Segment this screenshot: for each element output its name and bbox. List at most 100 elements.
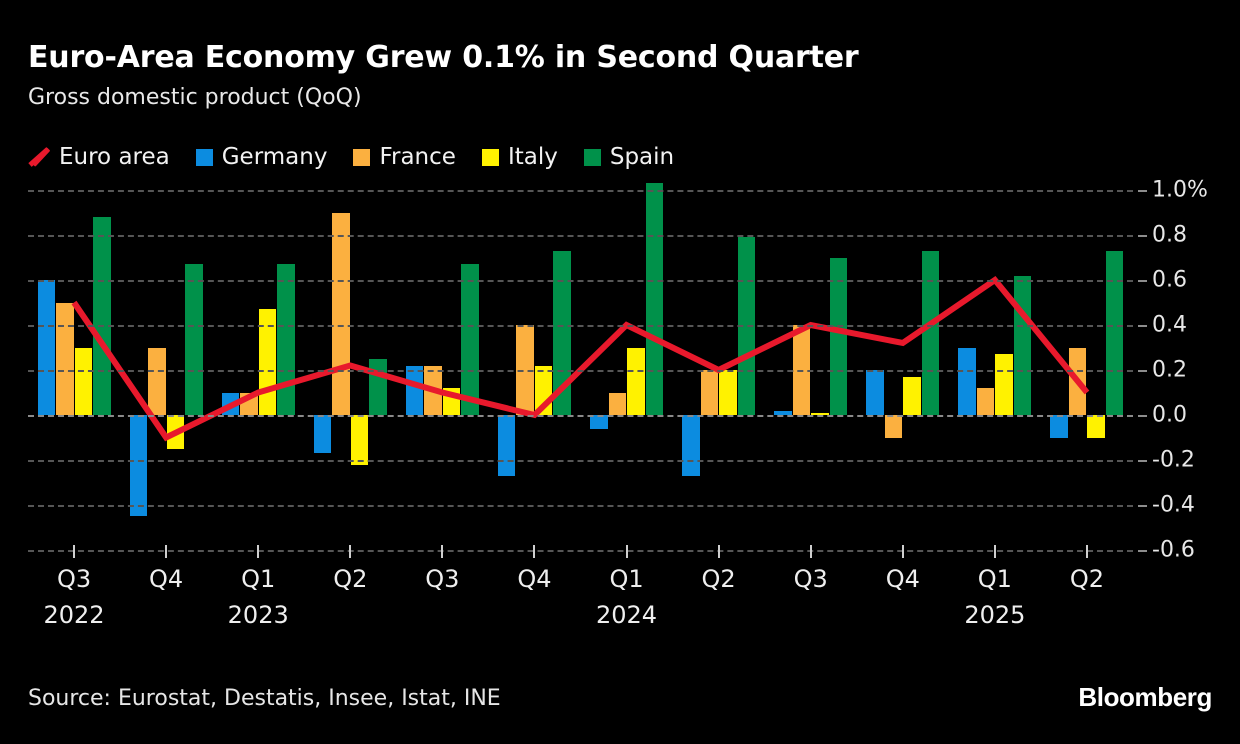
y-axis-tick	[1138, 190, 1147, 192]
legend-item-italy[interactable]: Italy	[481, 144, 558, 170]
gridline	[28, 370, 1133, 372]
bar-germany-q3-4	[405, 365, 424, 415]
gridline	[28, 325, 1133, 327]
y-axis-label: -0.2	[1152, 447, 1195, 473]
chart-subtitle: Gross domestic product (QoQ)	[28, 85, 362, 110]
x-axis-label: Q4	[149, 565, 184, 593]
y-axis-tick	[1138, 550, 1147, 552]
chart-legend: Euro area Germany France Italy Spain	[28, 140, 674, 174]
bar-france-q4-1	[148, 347, 166, 415]
x-axis-label: Q1	[241, 565, 276, 593]
x-axis-year-label: 2025	[964, 601, 1026, 629]
legend-swatch-icon	[353, 148, 371, 166]
bar-italy-q2-3	[350, 415, 369, 465]
y-axis-label: -0.6	[1152, 537, 1195, 563]
legend-item-label: France	[379, 144, 456, 170]
bar-france-q1-6	[608, 392, 627, 415]
bar-spain-q1-2	[277, 264, 295, 415]
bar-france-q4-9	[884, 415, 903, 438]
gridline	[28, 505, 1133, 507]
legend-item-france[interactable]: France	[353, 144, 456, 170]
x-axis-tick	[809, 545, 812, 558]
x-axis: Q3 Q4 Q1 Q2 Q3 Q4 Q1 Q2 Q3 Q4 Q1 Q2 2022 2023 2024 2025	[28, 545, 1133, 645]
bar-spain-q4-1	[185, 264, 203, 415]
source-note: Source: Eurostat, Destatis, Insee, Istat…	[28, 686, 501, 711]
plot-area	[28, 183, 1133, 552]
y-axis-label: -0.4	[1152, 492, 1195, 518]
legend-item-label: Euro area	[59, 144, 170, 170]
x-axis-label: Q4	[517, 565, 552, 593]
y-axis-tick	[1138, 460, 1147, 462]
x-axis-tick	[257, 545, 260, 558]
x-axis-tick	[625, 545, 628, 558]
y-axis-tick	[1138, 325, 1147, 327]
y-axis-tick	[1138, 235, 1147, 237]
y-axis-label: 0.4	[1152, 312, 1187, 338]
x-axis-label: Q1	[609, 565, 644, 593]
legend-item-germany[interactable]: Germany	[195, 144, 328, 170]
bar-germany-q4-9	[866, 370, 884, 415]
bar-italy-q3-0	[74, 347, 93, 415]
x-axis-tick	[1085, 545, 1088, 558]
bar-spain-q4-9	[921, 250, 940, 415]
x-axis-year-label: 2022	[43, 601, 105, 629]
x-axis-tick	[901, 545, 904, 558]
bar-italy-q1-6	[627, 347, 645, 415]
x-axis-tick	[993, 545, 996, 558]
euro-area-line	[71, 275, 1090, 442]
x-axis-tick	[349, 545, 352, 558]
y-axis-label: 0.0	[1152, 402, 1187, 428]
bar-germany-q3-0	[37, 280, 56, 415]
legend-swatch-icon	[583, 148, 601, 166]
x-axis-year-label: 2024	[595, 601, 658, 629]
y-axis-tick	[1138, 280, 1147, 282]
x-axis-label: Q3	[425, 565, 460, 593]
gridline	[28, 190, 1133, 192]
bar-france-q2-7	[700, 370, 719, 415]
x-axis-label: Q2	[333, 565, 368, 593]
legend-swatch-icon	[195, 148, 213, 166]
x-axis-label: Q4	[885, 565, 920, 593]
y-axis-label: 0.8	[1152, 222, 1187, 248]
gridline	[28, 415, 1133, 417]
bar-italy-q4-9	[903, 376, 921, 415]
bar-germany-q3-8	[774, 410, 792, 415]
gridline	[28, 460, 1133, 462]
bars-layer	[28, 183, 1133, 550]
legend-swatch-icon	[481, 148, 499, 166]
legend-item-euro-area[interactable]: Euro area	[28, 144, 170, 170]
bloomberg-logo: Bloomberg	[1078, 682, 1212, 712]
x-axis-year-label: 2023	[227, 601, 289, 629]
y-axis-tick	[1138, 415, 1147, 417]
x-axis-label: Q3	[793, 565, 828, 593]
x-axis-tick	[441, 545, 444, 558]
y-axis-label: 0.2	[1152, 357, 1187, 383]
x-axis-tick	[533, 545, 536, 558]
bar-italy-q1-10	[995, 354, 1013, 415]
x-axis-tick	[717, 545, 720, 558]
gridline	[28, 550, 1133, 552]
x-axis-label: Q1	[977, 565, 1012, 593]
bar-germany-q1-10	[958, 347, 976, 415]
legend-item-spain[interactable]: Spain	[583, 144, 675, 170]
bar-italy-q2-7	[719, 370, 737, 415]
bar-germany-q4-1	[129, 415, 148, 517]
bar-germany-q2-3	[313, 415, 332, 454]
bar-spain-q3-0	[93, 217, 111, 415]
page-title: Euro-Area Economy Grew 0.1% in Second Qu…	[28, 40, 859, 75]
bar-spain-q3-8	[829, 257, 848, 415]
bar-spain-q1-6	[645, 183, 664, 415]
bar-france-q3-0	[56, 302, 74, 415]
bar-italy-q2-11	[1087, 415, 1105, 438]
x-axis-tick	[165, 545, 168, 558]
gridline	[28, 235, 1133, 237]
legend-item-label: Spain	[609, 144, 675, 170]
bar-france-q1-10	[976, 388, 995, 415]
bar-germany-q2-11	[1050, 415, 1068, 438]
x-axis-label: Q2	[1069, 565, 1105, 593]
y-axis-label: 0.6	[1152, 267, 1187, 293]
bar-spain-q4-5	[553, 250, 571, 415]
legend-item-label: Germany	[221, 144, 328, 170]
legend-item-label: Italy	[507, 144, 558, 170]
